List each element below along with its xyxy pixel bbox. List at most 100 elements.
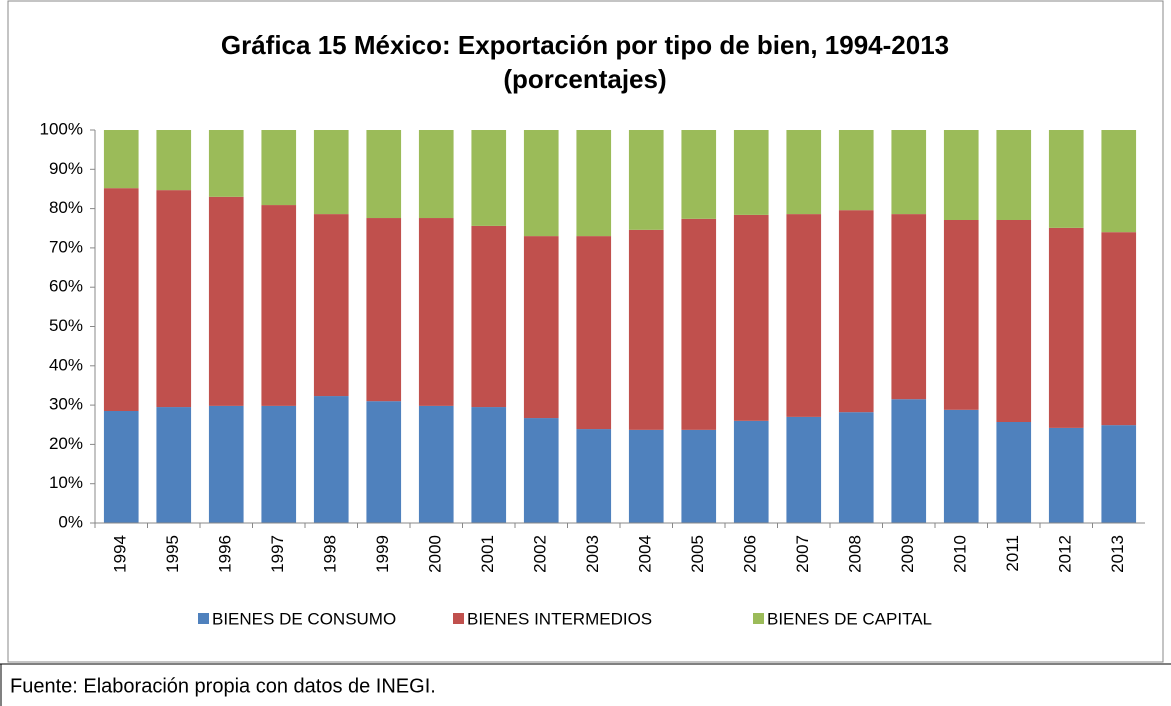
bar-segment	[1048, 427, 1084, 523]
bar-segment	[313, 130, 349, 215]
y-tick-label: 10%	[49, 473, 83, 492]
bar-segment	[628, 429, 664, 523]
bar-segment	[891, 130, 927, 215]
chart-subtitle: (porcentajes)	[503, 64, 666, 94]
x-tick-label: 2007	[793, 535, 812, 573]
bar-segment	[103, 130, 139, 189]
x-tick-label: 2000	[426, 535, 445, 573]
y-tick-label: 20%	[49, 434, 83, 453]
x-tick-label: 2009	[898, 535, 917, 573]
bar-segment	[681, 429, 717, 523]
x-tick-label: 2011	[1003, 535, 1022, 572]
x-tick-label: 2002	[531, 535, 550, 573]
x-tick-label: 2003	[583, 535, 602, 573]
bar-segment	[733, 214, 769, 421]
y-tick-label: 30%	[49, 395, 83, 414]
bar-segment	[156, 130, 192, 191]
x-tick-label: 2006	[741, 535, 760, 573]
x-tick-label: 2008	[846, 535, 865, 573]
bar-segment	[471, 130, 507, 226]
bar-segment	[786, 214, 822, 417]
x-tick-label: 2010	[951, 535, 970, 573]
bar-segment	[1101, 232, 1137, 426]
bar-segment	[313, 214, 349, 397]
bar-segment	[1101, 425, 1137, 523]
bar-segment	[103, 410, 139, 523]
bar-segment	[366, 218, 402, 402]
bar-segment	[261, 405, 297, 523]
bar-segment	[943, 130, 979, 220]
bar-segment	[471, 225, 507, 408]
y-tick-label: 70%	[49, 237, 83, 256]
x-tick-label: 1995	[163, 535, 182, 573]
y-tick-label: 90%	[49, 159, 83, 178]
bar-segment	[786, 416, 822, 523]
bar-segment	[838, 210, 874, 413]
bar-segment	[996, 130, 1032, 220]
chart-title: Gráfica 15 México: Exportación por tipo …	[221, 30, 949, 60]
y-tick-label: 40%	[49, 355, 83, 374]
bar-segment	[681, 218, 717, 430]
legend-swatch	[753, 613, 764, 624]
bar-segment	[523, 236, 559, 419]
bar-segment	[786, 130, 822, 215]
bar-segment	[1048, 130, 1084, 228]
bar-segment	[1101, 130, 1137, 233]
bar-segment	[576, 236, 612, 430]
bar-segment	[471, 407, 507, 523]
bar-segment	[996, 421, 1032, 523]
bar-segment	[366, 130, 402, 219]
bar-segment	[208, 130, 244, 197]
x-tick-label: 1999	[373, 535, 392, 573]
legend-swatch	[453, 613, 464, 624]
legend-label: BIENES DE CONSUMO	[212, 609, 396, 628]
bar-segment	[523, 418, 559, 523]
x-tick-label: 2001	[478, 535, 497, 573]
x-tick-label: 2012	[1056, 535, 1075, 573]
bar-segment	[261, 205, 297, 406]
bar-segment	[313, 396, 349, 523]
bar-segment	[838, 412, 874, 523]
y-tick-label: 50%	[49, 316, 83, 335]
y-tick-label: 60%	[49, 277, 83, 296]
x-tick-label: 1997	[268, 535, 287, 573]
source-note: Fuente: Elaboración propia con datos de …	[10, 675, 436, 697]
bar-segment	[943, 409, 979, 523]
bar-segment	[523, 130, 559, 237]
bar-segment	[996, 219, 1032, 422]
bar-segment	[103, 188, 139, 411]
bar-segment	[208, 196, 244, 406]
bar-segment	[156, 190, 192, 408]
x-tick-label: 1998	[321, 535, 340, 573]
bar-segment	[576, 130, 612, 237]
x-tick-label: 2005	[688, 535, 707, 573]
bar-segment	[628, 229, 664, 430]
bar-segment	[576, 429, 612, 523]
bar-segment	[838, 130, 874, 211]
x-tick-label: 1994	[111, 535, 130, 573]
legend-label: BIENES DE CAPITAL	[767, 609, 932, 628]
y-tick-label: 0%	[58, 512, 83, 531]
bar-segment	[156, 407, 192, 523]
bar-segment	[628, 130, 664, 230]
bar-segment	[366, 401, 402, 523]
bar-segment	[1048, 227, 1084, 428]
y-tick-label: 100%	[40, 119, 83, 138]
x-tick-label: 1996	[216, 535, 235, 573]
legend-label: BIENES INTERMEDIOS	[467, 609, 652, 628]
bar-segment	[261, 130, 297, 206]
bar-segment	[943, 219, 979, 410]
y-tick-label: 80%	[49, 198, 83, 217]
bar-segment	[891, 214, 927, 400]
bar-segment	[208, 405, 244, 523]
x-tick-label: 2013	[1108, 535, 1127, 573]
bar-segment	[733, 420, 769, 523]
bar-segment	[681, 130, 717, 219]
bar-segment	[418, 130, 454, 219]
bar-segment	[418, 405, 454, 523]
bar-segment	[891, 399, 927, 523]
legend-swatch	[198, 613, 209, 624]
bar-segment	[418, 218, 454, 406]
